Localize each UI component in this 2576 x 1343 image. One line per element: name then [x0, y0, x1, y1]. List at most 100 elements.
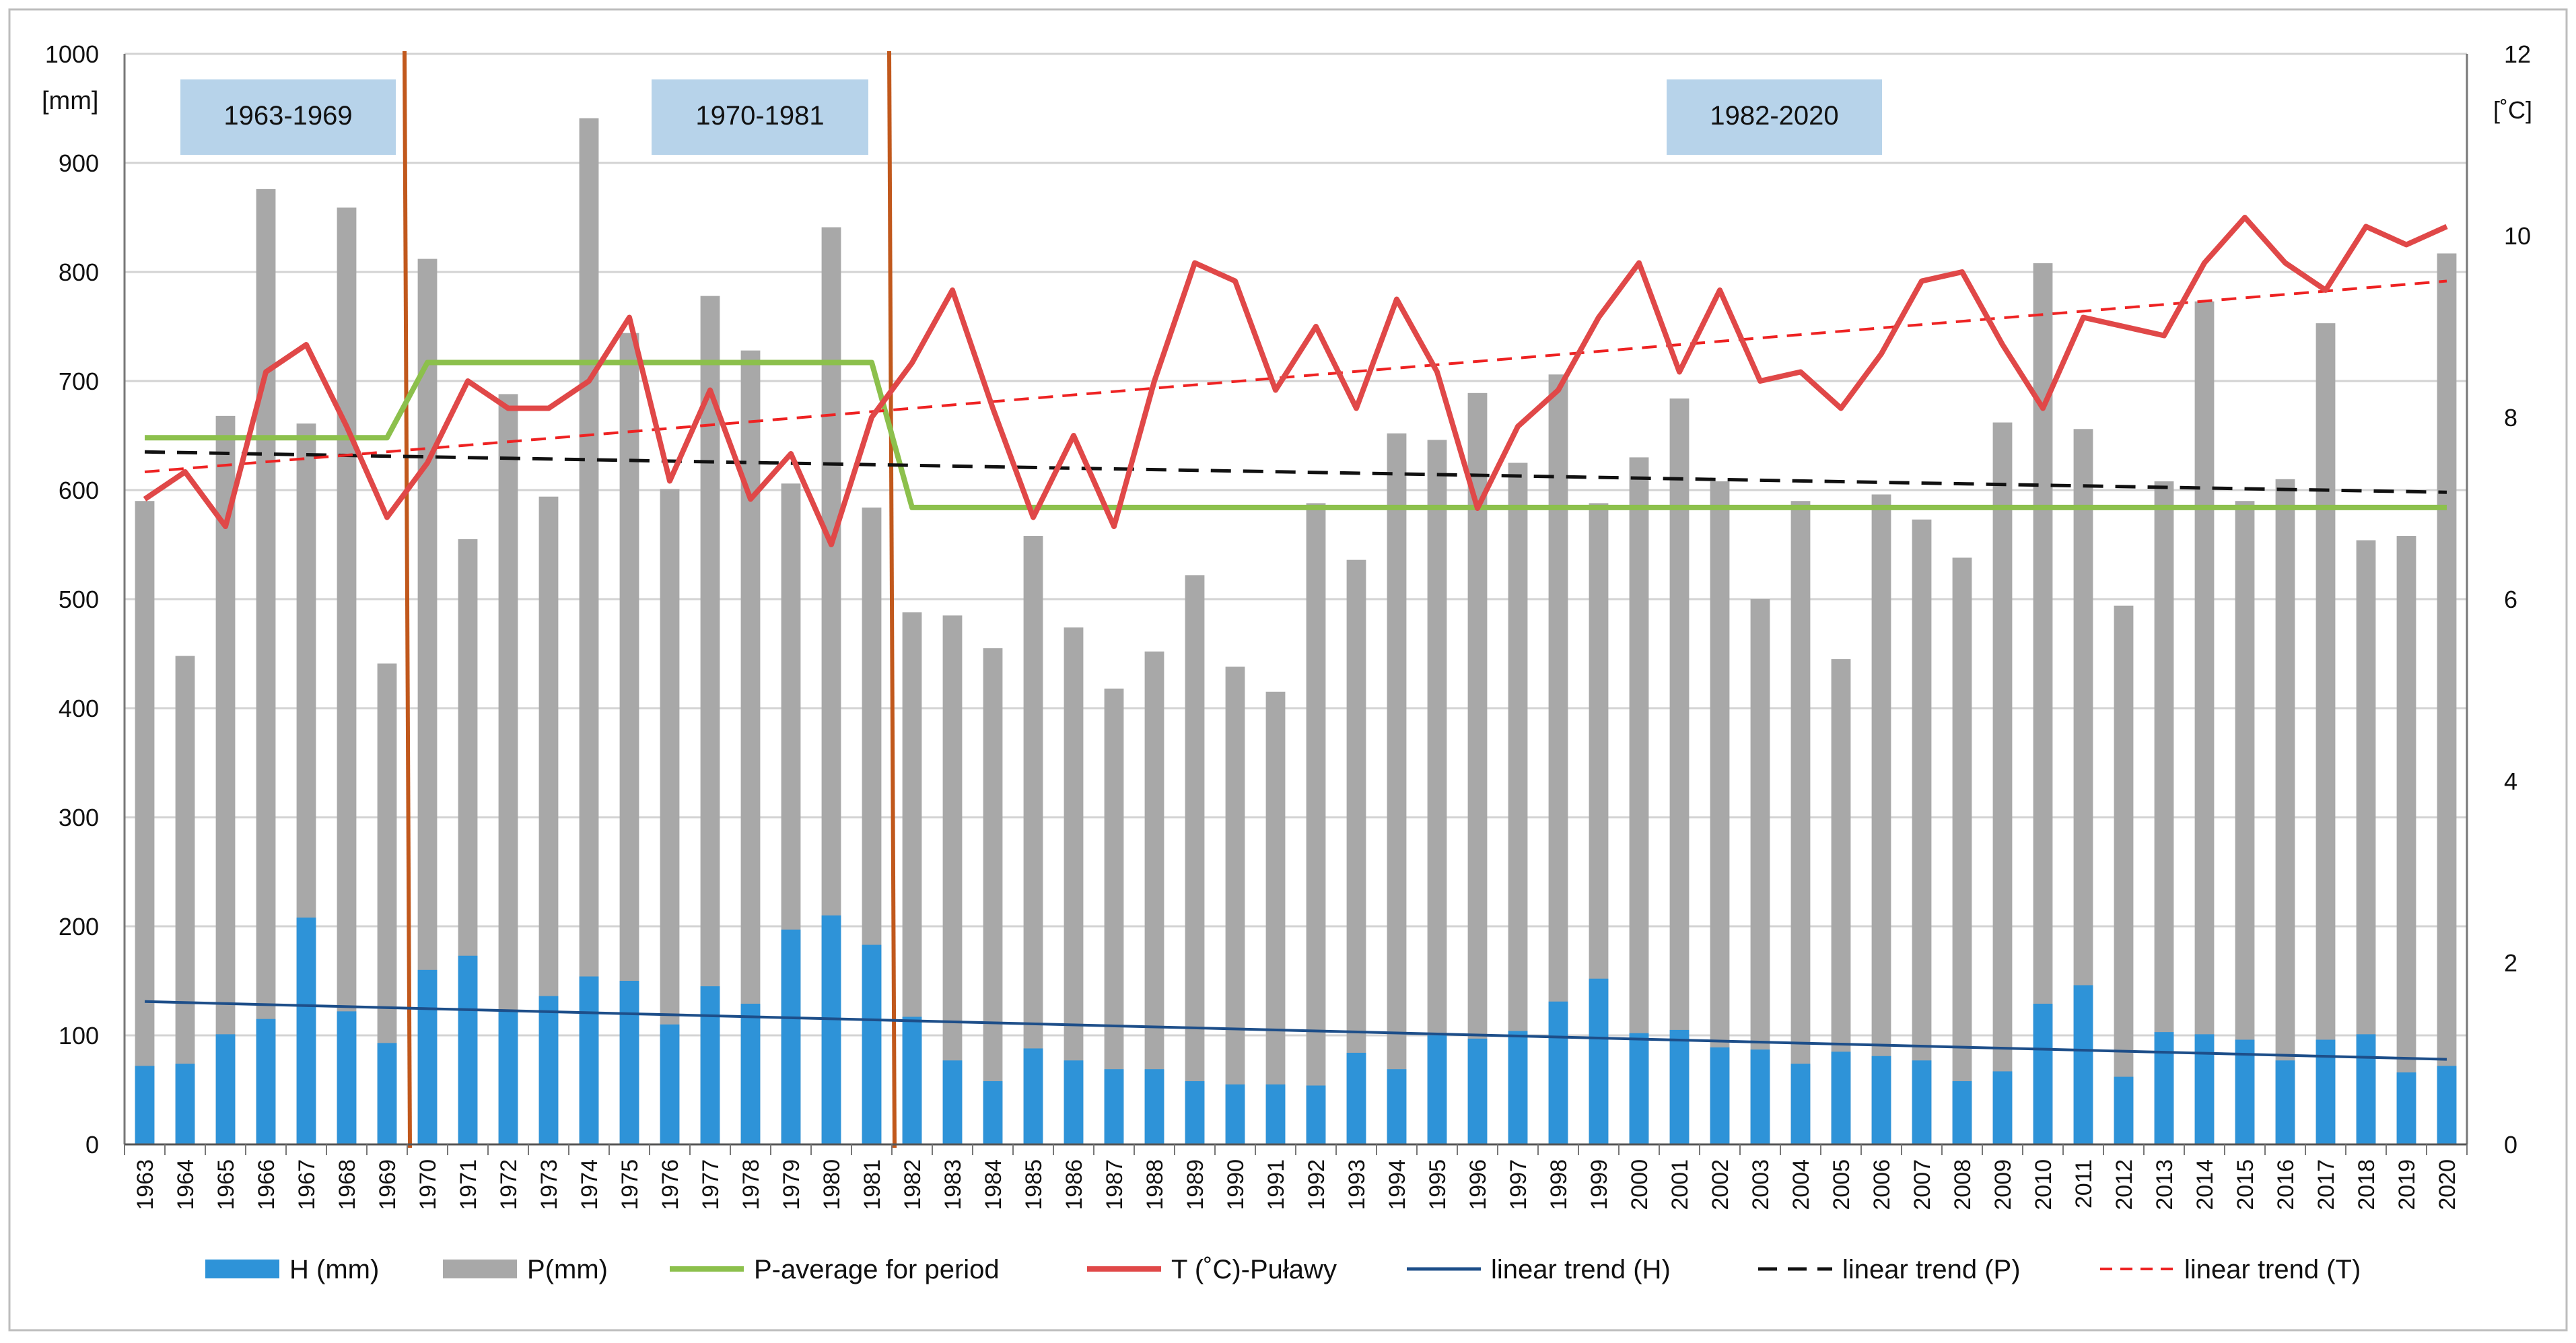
bar-h-mm — [1427, 1035, 1447, 1144]
legend-item-p-label: P(mm) — [527, 1255, 608, 1284]
x-tick-label: 1985 — [1021, 1159, 1047, 1210]
bar-h-mm — [1185, 1081, 1205, 1144]
bar-h-mm — [1790, 1064, 1811, 1144]
bar-h-mm — [1589, 978, 1609, 1144]
bar-h-mm — [821, 915, 841, 1144]
left-tick-label: 800 — [59, 259, 99, 286]
right-tick-label: 0 — [2504, 1131, 2517, 1159]
x-tick-label: 2014 — [2192, 1159, 2218, 1210]
bar-h-mm — [2033, 1004, 2053, 1144]
bar-p-mm — [2194, 301, 2215, 1144]
x-tick-label: 1995 — [1425, 1159, 1451, 1210]
legend: H (mm) P(mm) P-average for period T (˚C)-Pu… — [205, 1255, 2361, 1284]
bar-p-mm — [1871, 494, 1891, 1144]
bar-p-mm — [1710, 481, 1730, 1144]
bar-h-mm — [1548, 1001, 1568, 1144]
bar-h-mm — [1871, 1056, 1891, 1144]
bar-p-mm — [1467, 392, 1488, 1144]
bar-h-mm — [1225, 1084, 1245, 1144]
period-box — [652, 79, 868, 155]
line-series — [143, 215, 2448, 1061]
period-box — [180, 79, 396, 155]
x-tick-label: 1969 — [375, 1159, 401, 1210]
left-tick-label: 100 — [59, 1022, 99, 1049]
bar-p-mm — [256, 188, 276, 1144]
x-tick-label: 1999 — [1587, 1159, 1612, 1210]
trend-line-h — [144, 1000, 2447, 1061]
x-tick-label: 1997 — [1506, 1159, 1531, 1210]
bar-h-mm — [1023, 1048, 1043, 1144]
bar-h-mm — [538, 996, 559, 1144]
bar-h-mm — [417, 969, 438, 1144]
x-tick-label: 2013 — [2152, 1159, 2178, 1210]
bar-p-mm — [1023, 536, 1043, 1144]
bar-h-mm — [256, 1019, 276, 1144]
trend-line-t — [144, 279, 2447, 473]
left-tick-label: 500 — [59, 586, 99, 613]
bar-h-mm — [942, 1060, 963, 1144]
bar-h-mm — [2235, 1039, 2255, 1144]
bar-h-mm — [2437, 1066, 2457, 1144]
x-tick-label: 1970 — [415, 1159, 441, 1210]
bar-p-mm — [1387, 433, 1407, 1144]
x-tick-label: 2010 — [2031, 1159, 2056, 1210]
bar-h-mm — [1144, 1069, 1164, 1144]
bar-h-mm — [1831, 1052, 1851, 1144]
right-tick-label: 12 — [2504, 40, 2531, 68]
bar-p-mm — [579, 118, 599, 1145]
bar-h-mm — [377, 1043, 397, 1144]
bar-p-mm — [1225, 666, 1245, 1144]
bar-h-mm — [2275, 1060, 2295, 1144]
bar-h-mm — [2114, 1076, 2134, 1144]
period-divider — [887, 50, 897, 1148]
x-tick-label: 2002 — [1708, 1159, 1733, 1210]
x-tick-label: 2009 — [1990, 1159, 2016, 1210]
bar-p-mm — [2316, 323, 2336, 1144]
legend-item-p-average-label: P-average for period — [754, 1255, 1000, 1284]
bar-h-mm — [2356, 1034, 2376, 1144]
left-tick-label: 600 — [59, 477, 99, 504]
bar-p-mm — [1669, 398, 1690, 1145]
period-label: 1982-2020 — [1710, 101, 1838, 131]
bar-p-mm — [1508, 462, 1528, 1144]
x-tick-label: 2008 — [1950, 1159, 1976, 1210]
bar-h-mm — [1306, 1085, 1326, 1144]
period-dividers — [403, 50, 897, 1148]
bar-h-mm — [1508, 1031, 1528, 1144]
bar-p-mm — [1064, 627, 1084, 1144]
line-p-average — [145, 359, 2447, 510]
x-tick-label: 1986 — [1061, 1159, 1087, 1210]
x-tick-label: 1996 — [1465, 1159, 1491, 1210]
bar-h-mm — [700, 986, 720, 1144]
x-tick-label: 2001 — [1667, 1159, 1693, 1210]
left-tick-label: 1000 — [45, 40, 99, 68]
x-tick-label: 2015 — [2233, 1159, 2258, 1210]
bar-h-mm — [1629, 1033, 1649, 1144]
bar-p-mm — [2396, 536, 2416, 1144]
x-tick-label: 2016 — [2273, 1159, 2299, 1210]
bar-h-mm — [2194, 1034, 2215, 1144]
period-label: 1963-1969 — [223, 101, 352, 131]
x-tick-label: 1965 — [213, 1159, 239, 1210]
left-tick-label: 700 — [59, 368, 99, 395]
x-tick-label: 1971 — [456, 1159, 481, 1210]
bar-h-mm — [740, 1004, 761, 1144]
bar-h-mm — [1064, 1060, 1084, 1144]
right-tick-label: 2 — [2504, 949, 2517, 977]
legend-item-temperature-label: T (˚C)-Puławy — [1171, 1255, 1337, 1284]
x-tick-label: 1981 — [860, 1159, 885, 1210]
left-tick-label: 300 — [59, 804, 99, 831]
bar-h-mm — [2073, 985, 2093, 1144]
right-tick-label: 8 — [2504, 404, 2517, 432]
bar-h-mm — [1992, 1071, 2013, 1144]
left-tick-label: 400 — [59, 695, 99, 722]
legend-item-h-label: H (mm) — [289, 1255, 379, 1284]
x-tick-label: 1977 — [698, 1159, 724, 1210]
bar-h-mm — [175, 1064, 195, 1144]
bar-h-mm — [2154, 1032, 2174, 1144]
bar-h-mm — [1952, 1081, 1972, 1144]
bar-h-mm — [1750, 1049, 1770, 1144]
x-tick-label: 2019 — [2394, 1159, 2420, 1210]
bar-h-mm — [983, 1081, 1003, 1144]
x-tick-label: 1991 — [1263, 1159, 1289, 1210]
